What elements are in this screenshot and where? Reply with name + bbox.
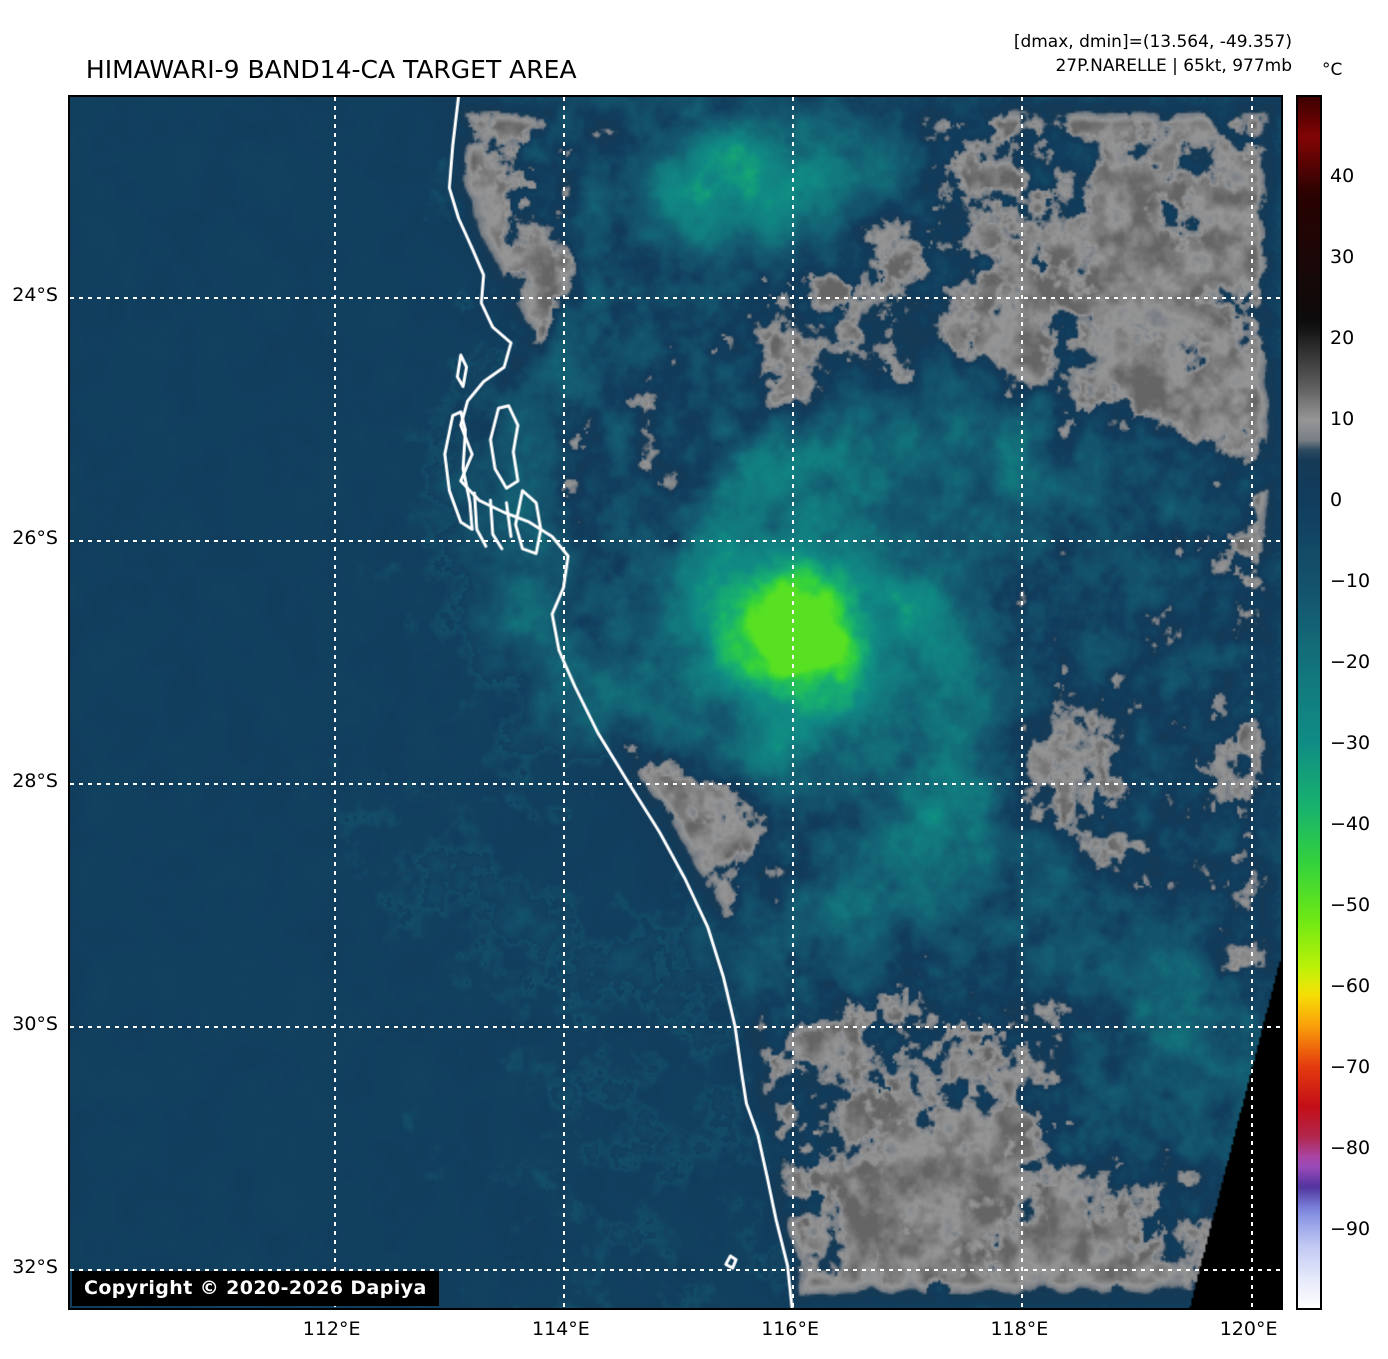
- colorbar-unit-label: °C: [1322, 60, 1343, 80]
- coastline-overlay: [70, 97, 1281, 1308]
- colorbar-tick: −60: [1330, 975, 1371, 997]
- gridline-lon: [562, 97, 565, 1308]
- colorbar-tick: 40: [1330, 165, 1355, 187]
- colorbar-tick: −20: [1330, 651, 1371, 673]
- temperature-colorbar[interactable]: [1296, 95, 1322, 1310]
- x-tick-label: 112°E: [302, 1318, 361, 1340]
- x-tick-label: 118°E: [990, 1318, 1049, 1340]
- metadata-block: [dmax, dmin]=(13.564, -49.357) 27P.NAREL…: [1014, 30, 1292, 78]
- colorbar-tick: 0: [1330, 489, 1343, 511]
- gridline-lon: [1021, 97, 1024, 1308]
- colorbar-tick: −30: [1330, 732, 1371, 754]
- gridline-lon: [792, 97, 795, 1308]
- gridline-lat: [70, 1269, 1281, 1272]
- colorbar-tick: −80: [1330, 1137, 1371, 1159]
- satellite-image-panel[interactable]: Copyright © 2020-2026 Dapiya: [68, 95, 1283, 1310]
- gridline-lat: [70, 540, 1281, 543]
- x-tick-label: 114°E: [531, 1318, 590, 1340]
- data-range-label: [dmax, dmin]=(13.564, -49.357): [1013, 32, 1292, 52]
- copyright-banner: Copyright © 2020-2026 Dapiya: [72, 1271, 439, 1306]
- colorbar-gradient: [1298, 97, 1320, 1308]
- title-line-1: HIMAWARI-9 BAND14-CA TARGET AREA: [85, 55, 577, 84]
- colorbar-tick: 20: [1330, 327, 1355, 349]
- colorbar-tick: −70: [1330, 1056, 1371, 1078]
- x-tick-label: 120°E: [1219, 1318, 1278, 1340]
- y-tick-label: 24°S: [12, 284, 58, 307]
- gridline-lat: [70, 783, 1281, 786]
- gridline-lat: [70, 297, 1281, 300]
- y-tick-label: 28°S: [12, 770, 58, 793]
- y-tick-label: 26°S: [12, 527, 58, 550]
- storm-info-label: 27P.NARELLE | 65kt, 977mb: [1055, 56, 1292, 76]
- y-tick-label: 32°S: [12, 1256, 58, 1279]
- colorbar-tick: −90: [1330, 1218, 1371, 1240]
- colorbar-tick: 30: [1330, 246, 1355, 268]
- colorbar-tick: −50: [1330, 894, 1371, 916]
- y-tick-label: 30°S: [12, 1013, 58, 1036]
- colorbar-tick: −10: [1330, 570, 1371, 592]
- gridline-lon: [1250, 97, 1253, 1308]
- colorbar-tick: 10: [1330, 408, 1355, 430]
- x-tick-label: 116°E: [761, 1318, 819, 1340]
- gridline-lon: [333, 97, 336, 1308]
- gridline-lat: [70, 1026, 1281, 1029]
- colorbar-tick: −40: [1330, 813, 1371, 835]
